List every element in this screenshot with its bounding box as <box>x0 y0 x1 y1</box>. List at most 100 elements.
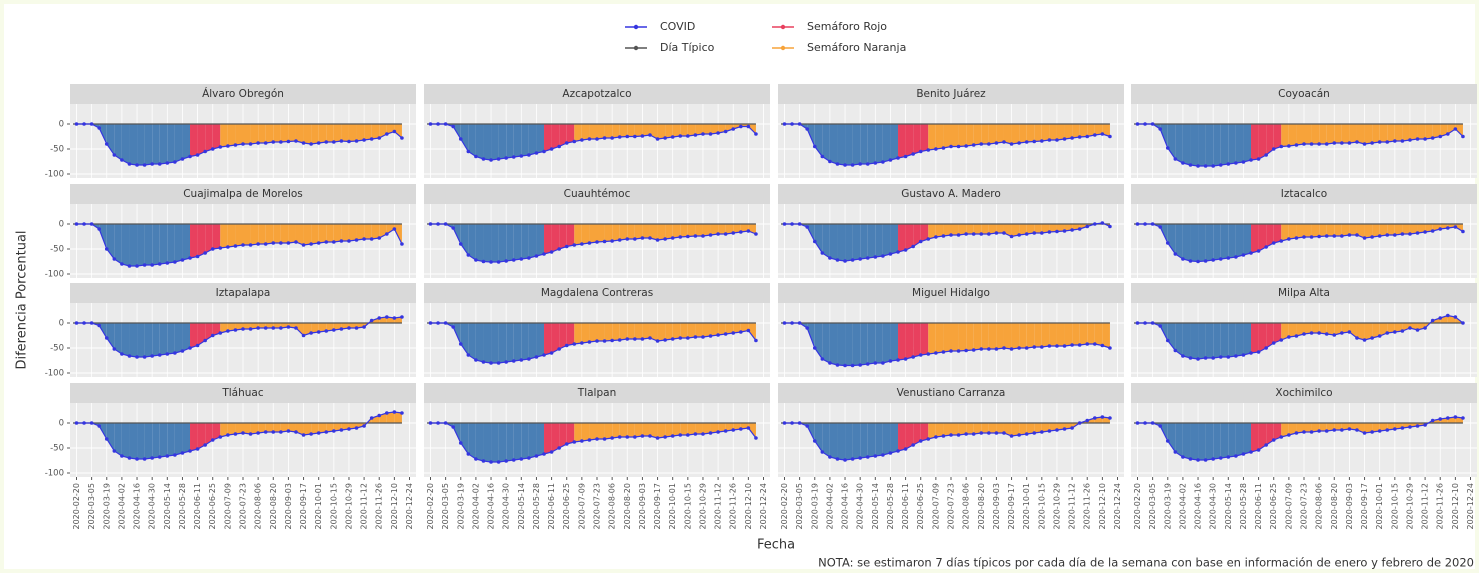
covid-point <box>458 342 463 346</box>
area-fill <box>1102 417 1110 423</box>
covid-point <box>1047 138 1052 142</box>
area-fill <box>1026 423 1035 434</box>
covid-point <box>911 443 915 447</box>
covid-point <box>1355 428 1359 432</box>
area-fill <box>318 323 327 332</box>
covid-point <box>316 330 321 334</box>
covid-point <box>850 457 855 461</box>
covid-point <box>1234 454 1238 458</box>
covid-point <box>1332 428 1337 432</box>
area-fill <box>1228 224 1236 258</box>
area-fill <box>1311 124 1320 144</box>
covid-point <box>587 438 592 442</box>
covid-point <box>173 160 177 164</box>
area-fill <box>581 124 590 140</box>
area-fill <box>1296 323 1304 336</box>
covid-point <box>881 361 885 365</box>
area-fill <box>1417 124 1426 139</box>
area-fill <box>1273 423 1282 440</box>
area-fill <box>1258 323 1267 352</box>
y-tick-label: 0 <box>59 120 64 130</box>
covid-point <box>385 411 389 415</box>
area-fill <box>1356 124 1365 144</box>
y-tick-label: -100 <box>45 270 64 280</box>
covid-point <box>519 358 524 362</box>
area-fill <box>1034 323 1042 347</box>
covid-point <box>994 431 999 435</box>
area-fill <box>966 124 974 146</box>
x-tick-label: 2020-10-15 <box>1037 483 1046 530</box>
area-fill <box>1190 124 1199 166</box>
area-fill <box>190 423 198 451</box>
area-fill <box>311 323 319 333</box>
panel <box>70 403 416 477</box>
covid-point <box>1393 330 1397 334</box>
covid-point <box>790 321 794 325</box>
area-fill <box>1182 124 1191 165</box>
area-fill <box>845 323 853 366</box>
area-fill <box>491 323 499 363</box>
covid-point <box>1002 231 1006 235</box>
area-fill <box>174 224 183 262</box>
covid-point <box>873 255 878 259</box>
covid-point <box>850 363 855 368</box>
area-fill <box>1356 224 1365 238</box>
covid-point <box>362 325 366 329</box>
covid-point <box>74 321 79 325</box>
area-fill <box>152 423 160 458</box>
area-fill <box>1235 323 1244 356</box>
covid-point <box>557 347 561 351</box>
covid-point <box>210 438 215 442</box>
covid-point <box>640 236 645 240</box>
covid-point <box>739 330 743 334</box>
area-fill <box>1049 224 1057 232</box>
covid-point <box>1188 163 1193 167</box>
covid-point <box>987 347 991 351</box>
covid-point <box>142 355 147 359</box>
covid-point <box>324 329 329 333</box>
area-fill <box>1011 323 1020 349</box>
area-fill <box>536 323 545 357</box>
covid-point <box>1256 448 1261 452</box>
area-fill <box>258 124 266 143</box>
area-fill <box>981 124 989 144</box>
area-fill <box>687 423 696 435</box>
covid-point <box>1309 430 1314 434</box>
covid-point <box>142 457 147 461</box>
area-fill <box>190 323 198 348</box>
covid-point <box>903 248 908 252</box>
covid-point <box>896 156 900 160</box>
covid-point <box>1024 432 1029 436</box>
covid-point <box>1340 428 1344 432</box>
area-fill <box>867 124 876 164</box>
panel <box>1131 303 1477 377</box>
covid-point <box>1317 429 1321 433</box>
covid-point <box>135 355 139 359</box>
covid-point <box>1009 434 1014 438</box>
covid-point <box>226 329 230 333</box>
covid-point <box>918 439 923 443</box>
area-fill <box>1079 124 1088 137</box>
area-fill <box>649 224 658 240</box>
area-fill <box>604 124 613 138</box>
area-fill <box>1220 124 1229 165</box>
covid-point <box>377 316 382 320</box>
area-fill <box>205 224 213 253</box>
area-fill <box>341 124 349 142</box>
covid-point <box>369 318 374 323</box>
area-fill <box>981 323 989 349</box>
covid-point <box>633 134 637 139</box>
covid-point <box>1264 153 1268 157</box>
covid-point <box>534 454 539 458</box>
x-tick-label: 2020-08-20 <box>269 483 278 530</box>
area-fill <box>1319 224 1327 237</box>
area-fill <box>137 224 145 266</box>
covid-point <box>511 458 516 462</box>
area-fill <box>506 323 514 362</box>
covid-point <box>481 459 486 463</box>
legend-label: Día Típico <box>660 41 715 54</box>
area-fill <box>634 323 643 339</box>
covid-point <box>1165 439 1170 443</box>
x-tick-label: 2020-10-01 <box>1375 483 1384 530</box>
covid-point <box>1203 458 1208 462</box>
